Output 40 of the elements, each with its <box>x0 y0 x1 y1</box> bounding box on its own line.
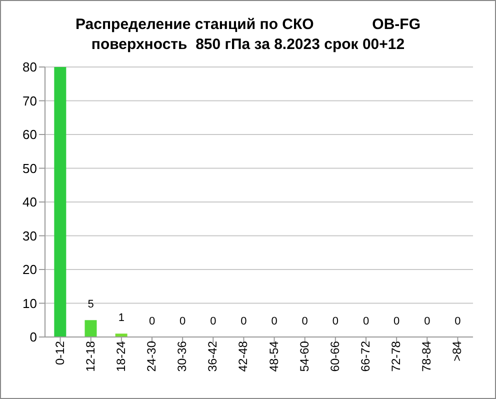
x-tick-label: 72-78 <box>389 340 404 372</box>
x-tick-label: >84 <box>450 340 464 362</box>
chart-title: Распределение станций по СКО OB-FG <box>74 15 422 35</box>
data-label: 0 <box>424 315 430 328</box>
x-tick-label: 60-66 <box>328 340 342 372</box>
x-tick-label: 78-84 <box>420 340 434 372</box>
data-label: 0 <box>302 315 308 328</box>
data-label: 0 <box>394 315 400 328</box>
x-tick-label: 18-24 <box>114 340 128 372</box>
data-label: 0 <box>332 315 338 328</box>
y-tick-label: 60 <box>22 127 37 142</box>
y-tick-label: 40 <box>22 194 37 210</box>
x-tick-label: 42-48 <box>236 340 250 372</box>
y-tick-label: 20 <box>22 262 37 278</box>
y-tick-label: 70 <box>22 93 37 108</box>
x-tick-label: 54-60 <box>297 340 312 372</box>
x-tick-label: 36-42 <box>206 340 220 372</box>
x-tick-label: 12-18 <box>83 340 98 372</box>
y-tick-label: 10 <box>22 296 37 311</box>
data-label: 0 <box>148 315 156 328</box>
data-label: 1 <box>118 312 124 324</box>
x-tick-label: 66-72 <box>358 340 373 372</box>
chart-subtitle: поверхность 850 гПа за 8.2023 срок 00+12 <box>90 35 406 55</box>
y-tick-label: 80 <box>22 60 37 75</box>
y-tick-label: 30 <box>22 228 37 244</box>
data-label: 0 <box>362 315 370 328</box>
x-tick-label: 30-36 <box>175 340 190 372</box>
data-label: 0 <box>454 315 461 328</box>
data-label: 0 <box>271 315 278 328</box>
data-label: 0 <box>240 315 247 328</box>
data-label: 0 <box>210 315 216 328</box>
data-label: 0 <box>180 315 186 328</box>
x-tick-label: 24-30 <box>144 340 159 372</box>
bar <box>54 67 66 337</box>
y-tick-label: 50 <box>22 160 37 176</box>
x-tick-label: 0-12 <box>52 340 67 366</box>
y-tick-label: 0 <box>30 330 37 345</box>
x-tick-label: 48-54 <box>266 340 281 372</box>
data-label: 5 <box>88 298 94 311</box>
bar <box>84 320 97 337</box>
